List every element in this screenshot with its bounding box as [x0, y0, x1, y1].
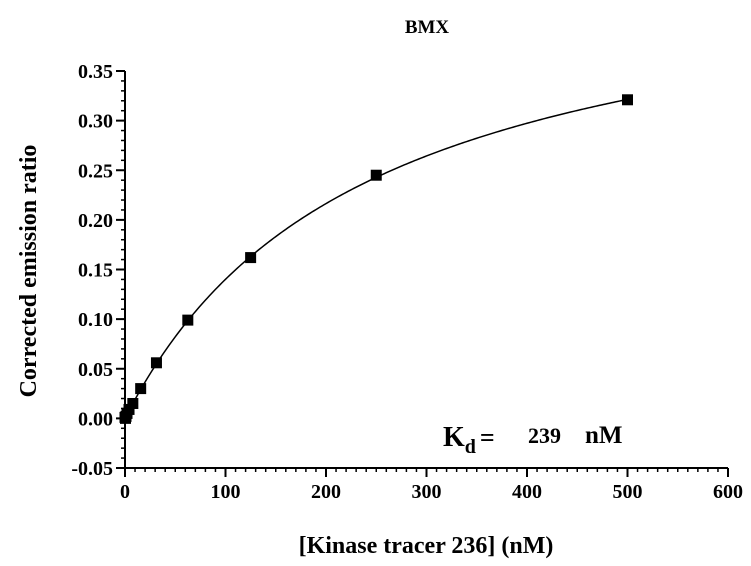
x-tick-label: 0	[120, 481, 130, 503]
kd-unit: nM	[585, 422, 623, 449]
kd-value: 239	[528, 423, 561, 448]
y-axis: -0.05 0.00 0.05 0.10 0.15 0.20 0.25 0.30 0.35	[71, 61, 126, 480]
y-tick-label: 0.20	[78, 210, 113, 232]
data-point	[150, 357, 162, 369]
data-points	[119, 94, 633, 424]
x-tick-label: 200	[311, 481, 341, 503]
y-tick-label: 0.25	[78, 160, 113, 182]
data-point	[182, 314, 194, 326]
x-axis: 0 100 200 300 400 500 600	[120, 467, 743, 503]
kd-subscript: d	[465, 436, 476, 458]
fit-curve	[124, 98, 628, 419]
data-point	[622, 94, 633, 106]
x-tick-label: 300	[412, 481, 442, 503]
data-point	[123, 403, 135, 415]
data-point	[127, 397, 139, 409]
chart-title: BMX	[405, 17, 450, 38]
data-point	[135, 383, 147, 395]
y-tick-label: 0.35	[78, 61, 113, 83]
x-axis-label: [Kinase tracer 236] (nM)	[299, 533, 554, 559]
data-point	[370, 169, 382, 181]
fit-curve-layer	[124, 98, 628, 419]
y-tick-label: 0.30	[78, 111, 113, 133]
y-tick-label: 0.15	[78, 260, 113, 282]
y-tick-label: 0.05	[78, 359, 113, 381]
kd-annotation: Kd =	[443, 422, 495, 458]
y-tick-label: 0.10	[78, 309, 113, 331]
x-tick-label: 600	[713, 481, 743, 503]
kd-equals: =	[480, 423, 495, 452]
y-axis-label: Corrected emission ratio	[16, 145, 42, 398]
y-tick-label: -0.05	[71, 458, 113, 480]
data-point	[245, 252, 257, 264]
y-tick-label: 0.00	[78, 408, 113, 430]
x-tick-label: 400	[512, 481, 542, 503]
x-tick-label: 100	[211, 481, 241, 503]
x-tick-label: 500	[613, 481, 643, 503]
kd-symbol: K	[443, 422, 465, 453]
